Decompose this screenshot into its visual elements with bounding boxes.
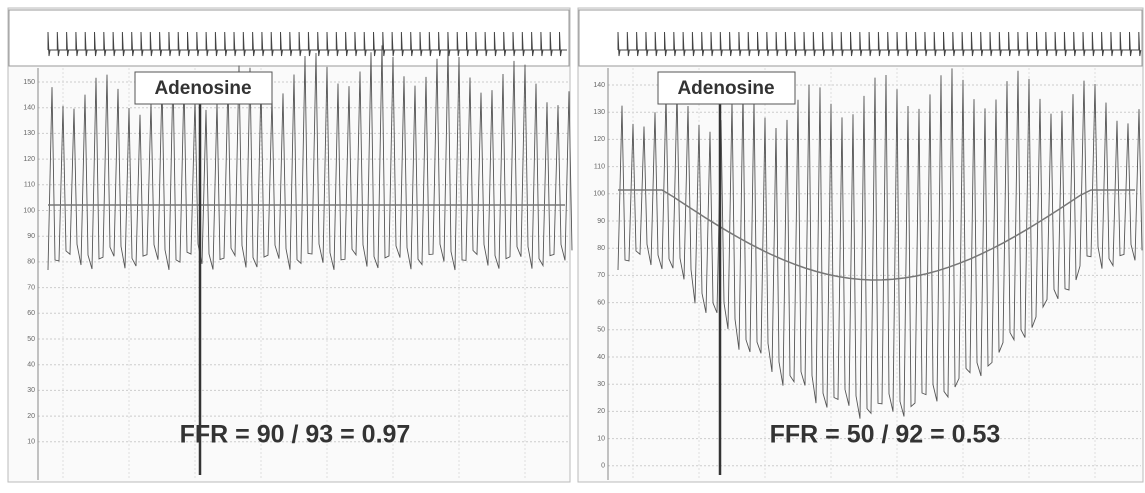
axis-label: 60 bbox=[597, 299, 605, 306]
axis-label: 20 bbox=[597, 408, 605, 415]
tracing-panel: 1401301201101009080706050403020100Adenos… bbox=[578, 8, 1143, 482]
axis-label: 30 bbox=[27, 387, 35, 394]
axis-label: 90 bbox=[597, 218, 605, 225]
axis-label: 40 bbox=[27, 362, 35, 369]
axis-label: 110 bbox=[594, 163, 605, 170]
axis-label: 0 bbox=[601, 463, 605, 470]
axis-label: 90 bbox=[27, 233, 35, 240]
axis-label: 70 bbox=[597, 272, 605, 279]
axis-label: 40 bbox=[597, 354, 605, 361]
ffr-result: FFR = 50 / 92 = 0.53 bbox=[770, 421, 1001, 449]
tracing-panel: 150 140 130 120 110 100 90 80 70 60 50 40 30 20 10 Aden… bbox=[8, 8, 572, 482]
axis-label: 100 bbox=[593, 191, 605, 198]
page: 150140130120110100908070605040302010Aden… bbox=[0, 0, 1145, 493]
axis-label: 120 bbox=[23, 156, 35, 163]
axis-label: 140 bbox=[23, 105, 35, 112]
axis-label: 80 bbox=[597, 245, 605, 252]
axis-label: 150 bbox=[23, 79, 35, 86]
axis-label: 20 bbox=[27, 413, 35, 420]
marker-label: Adenosine bbox=[154, 78, 251, 99]
axis-label: 80 bbox=[27, 259, 35, 266]
axis-label: 50 bbox=[27, 336, 35, 343]
axis-label: 50 bbox=[597, 327, 605, 334]
axis-label: 100 bbox=[23, 207, 35, 214]
ffr-result: FFR = 90 / 93 = 0.97 bbox=[180, 421, 411, 449]
axis-label: 110 bbox=[24, 182, 35, 189]
axis-label: 130 bbox=[23, 130, 35, 137]
axis-label: 60 bbox=[27, 310, 35, 317]
axis-label: 130 bbox=[593, 109, 605, 116]
marker-label: Adenosine bbox=[677, 78, 774, 99]
axis-label: 10 bbox=[597, 435, 605, 442]
axis-label: 30 bbox=[597, 381, 605, 388]
axis-label: 140 bbox=[593, 82, 605, 89]
axis-label: 70 bbox=[27, 284, 35, 291]
axis-label: 120 bbox=[593, 136, 605, 143]
axis-label: 10 bbox=[27, 439, 35, 446]
